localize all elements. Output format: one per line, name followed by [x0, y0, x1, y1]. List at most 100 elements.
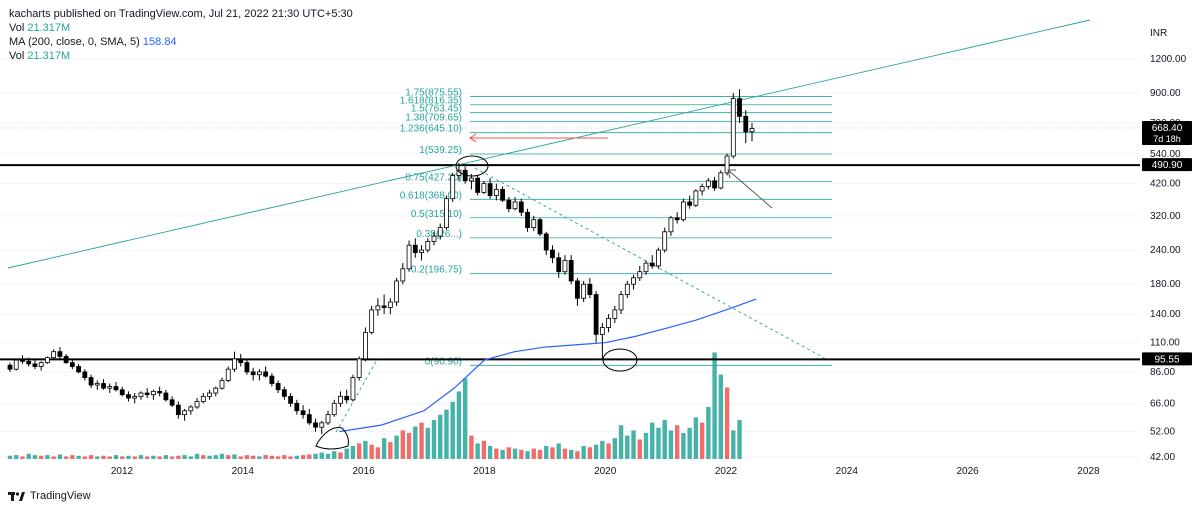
volume-bar — [618, 425, 624, 459]
candle-body — [693, 190, 699, 206]
price-tick-label: 180.00 — [1150, 279, 1181, 290]
candle-body — [450, 175, 456, 200]
candle-body — [275, 383, 281, 391]
fib-level-label: 0.5(315.10) — [411, 209, 462, 220]
volume-bar — [219, 453, 225, 459]
volume-legend[interactable]: Vol 21.317M — [9, 21, 353, 35]
volume-label: Vol — [9, 22, 25, 34]
volume-bar — [631, 430, 636, 459]
volume-bar — [419, 422, 424, 459]
volume-bar — [487, 446, 493, 459]
candle-body — [194, 401, 200, 408]
candle-body — [606, 317, 611, 328]
trendlines[interactable] — [0, 19, 1140, 433]
time-tick-label: 2024 — [836, 466, 859, 477]
candle-body — [431, 235, 437, 242]
candle-body — [294, 402, 300, 412]
volume-bar — [394, 435, 399, 459]
candle-body — [119, 389, 125, 396]
volume-bar — [475, 443, 480, 459]
volume-bar — [637, 439, 642, 459]
volume-bar — [587, 447, 593, 459]
volume-bar — [51, 456, 56, 459]
volume-bar — [450, 401, 455, 459]
candle-body — [107, 386, 113, 389]
ma-value: 158.84 — [142, 36, 177, 48]
fib-retracement[interactable]: 1.75(875.55)1.618(816.35)1.5(763.45)1.38… — [400, 87, 832, 367]
time-tick-label: 2012 — [111, 466, 134, 477]
volume-value-2: 21.317M — [27, 50, 71, 62]
volume-bar — [63, 456, 69, 459]
volume-bar — [176, 455, 181, 459]
price-tick-label: 86.00 — [1150, 367, 1175, 378]
volume-bar — [537, 449, 543, 459]
volume-bar — [400, 430, 406, 459]
price-tick-label: 66.00 — [1150, 398, 1175, 409]
volume-bar — [506, 447, 512, 459]
candle-body — [475, 177, 481, 193]
volume-bar — [226, 455, 231, 459]
volume-bar — [519, 449, 524, 459]
candle-body — [525, 211, 530, 229]
volume-bar — [163, 455, 169, 459]
volume-bar — [207, 455, 212, 459]
volume-bars — [7, 352, 742, 459]
volume-bar — [413, 426, 418, 459]
volume-bar — [182, 455, 187, 459]
volume-bar — [238, 456, 243, 459]
candle-body — [437, 227, 443, 237]
annotations[interactable] — [315, 133, 773, 450]
candle-body — [306, 414, 312, 424]
volume-bar — [581, 446, 586, 459]
candle-body — [724, 155, 730, 174]
volume-bar — [101, 455, 106, 459]
fib-level-label: 1.5(763.45) — [411, 104, 462, 115]
candle-body — [281, 389, 287, 397]
currency-label: INR — [1150, 28, 1167, 39]
price-tick-label: 420.00 — [1150, 179, 1181, 190]
candle-body — [537, 219, 543, 235]
candle-body — [369, 309, 375, 333]
volume-bar — [257, 456, 262, 459]
candle-body — [126, 394, 131, 399]
candle-body — [94, 383, 100, 386]
candle-body — [232, 358, 237, 370]
volume-bar — [406, 433, 412, 459]
candle-body — [175, 404, 181, 416]
volume-bar — [188, 456, 194, 459]
candle-body — [319, 422, 325, 428]
volume-bar — [606, 443, 611, 459]
candle-body — [712, 180, 717, 189]
time-tick-label: 2026 — [956, 466, 979, 477]
candle-body — [169, 399, 175, 406]
volume-bar — [494, 448, 499, 459]
price-tick-label: 110.00 — [1150, 338, 1180, 349]
candle-body — [344, 395, 350, 401]
candle-body — [113, 386, 119, 391]
volume-bar — [444, 409, 449, 459]
volume-bar — [307, 454, 312, 459]
volume-bar — [250, 455, 256, 459]
volume-bar — [263, 455, 268, 459]
price-axis: INR1200.00900.00700.00540.00420.00320.00… — [1150, 28, 1187, 463]
price-badge-bg — [1142, 158, 1192, 172]
ma-legend[interactable]: MA (200, close, 0, SMA, 5) 158.84 — [9, 35, 353, 49]
volume-bar — [45, 455, 50, 459]
black-arrow-head — [727, 169, 736, 179]
footer[interactable]: TradingView — [8, 490, 91, 502]
candle-body — [200, 395, 206, 402]
candle-body — [76, 366, 81, 373]
volume-legend-2[interactable]: Vol 21.317M — [9, 49, 353, 63]
volume-bar — [731, 430, 736, 459]
volume-bar — [38, 455, 44, 459]
volume-bar — [113, 455, 119, 459]
volume-bar — [718, 374, 724, 459]
candle-body — [269, 375, 275, 384]
candle-body — [718, 172, 724, 189]
time-tick-label: 2014 — [232, 466, 255, 477]
volume-bar — [350, 446, 356, 459]
fib-level-label: 0(90.90) — [425, 356, 462, 367]
fib-level-label: 1.38(709.65) — [405, 112, 462, 123]
volume-bar — [544, 446, 549, 459]
